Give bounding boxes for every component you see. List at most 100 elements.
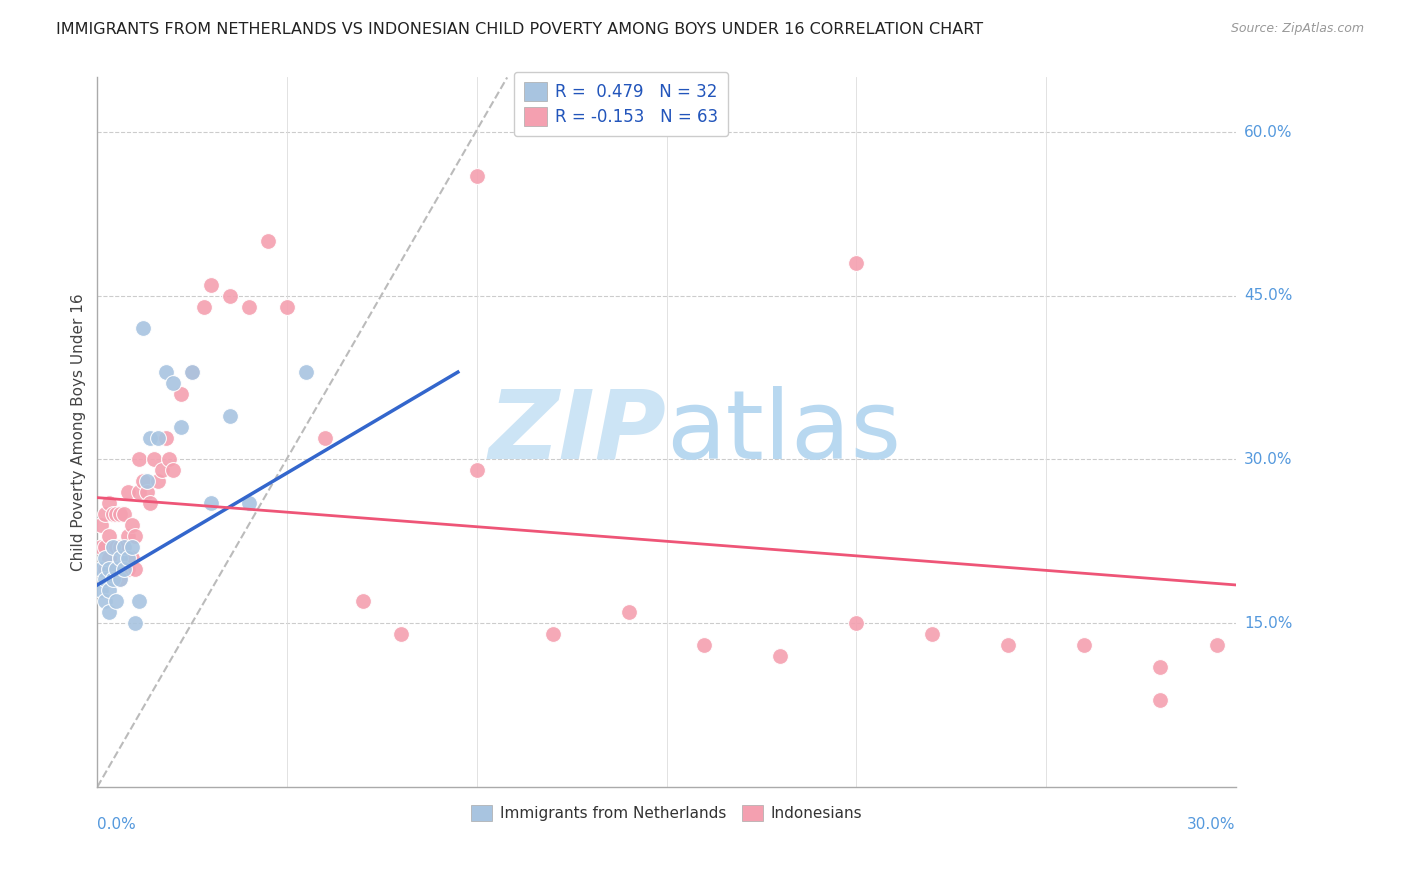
Point <box>845 616 868 631</box>
Point <box>1149 692 1171 706</box>
Point <box>124 616 146 631</box>
Point <box>94 540 117 554</box>
Point <box>112 507 135 521</box>
Point <box>181 365 204 379</box>
Point <box>170 387 193 401</box>
Point <box>845 256 868 270</box>
Point <box>1073 638 1095 652</box>
Point <box>200 496 222 510</box>
Point <box>105 561 128 575</box>
Point <box>121 517 143 532</box>
Point <box>97 496 120 510</box>
Point <box>101 540 124 554</box>
Point <box>112 540 135 554</box>
Text: IMMIGRANTS FROM NETHERLANDS VS INDONESIAN CHILD POVERTY AMONG BOYS UNDER 16 CORR: IMMIGRANTS FROM NETHERLANDS VS INDONESIA… <box>56 22 983 37</box>
Point <box>94 550 117 565</box>
Point <box>124 561 146 575</box>
Point <box>135 475 157 489</box>
Point <box>541 627 564 641</box>
Point <box>94 594 117 608</box>
Point <box>128 485 150 500</box>
Point <box>219 409 242 423</box>
Point <box>132 321 155 335</box>
Point <box>162 376 184 390</box>
Point <box>181 365 204 379</box>
Point <box>135 485 157 500</box>
Point <box>150 463 173 477</box>
Point <box>108 550 131 565</box>
Point <box>108 573 131 587</box>
Point <box>200 277 222 292</box>
Point <box>101 561 124 575</box>
Point <box>105 540 128 554</box>
Point <box>162 463 184 477</box>
Point <box>94 573 117 587</box>
Point <box>105 561 128 575</box>
Point <box>617 605 640 619</box>
Point <box>90 561 112 575</box>
Point <box>117 550 139 565</box>
Point <box>155 365 177 379</box>
Point <box>101 507 124 521</box>
Point <box>105 507 128 521</box>
Point <box>257 234 280 248</box>
Point <box>112 540 135 554</box>
Point <box>97 583 120 598</box>
Point <box>352 594 374 608</box>
Point <box>465 169 488 183</box>
Text: 45.0%: 45.0% <box>1244 288 1292 303</box>
Point <box>101 540 124 554</box>
Point <box>97 605 120 619</box>
Point <box>921 627 943 641</box>
Point <box>121 550 143 565</box>
Point <box>295 365 318 379</box>
Text: ZIP: ZIP <box>489 385 666 479</box>
Point <box>108 507 131 521</box>
Point <box>1205 638 1227 652</box>
Point <box>155 431 177 445</box>
Y-axis label: Child Poverty Among Boys Under 16: Child Poverty Among Boys Under 16 <box>72 293 86 571</box>
Legend: Immigrants from Netherlands, Indonesians: Immigrants from Netherlands, Indonesians <box>463 797 870 829</box>
Point <box>117 485 139 500</box>
Point <box>112 561 135 575</box>
Text: Source: ZipAtlas.com: Source: ZipAtlas.com <box>1230 22 1364 36</box>
Point <box>90 517 112 532</box>
Point <box>97 529 120 543</box>
Point <box>276 300 298 314</box>
Point <box>146 431 169 445</box>
Point <box>117 561 139 575</box>
Point <box>124 529 146 543</box>
Point <box>90 540 112 554</box>
Text: atlas: atlas <box>666 385 901 479</box>
Point <box>105 594 128 608</box>
Point <box>139 431 162 445</box>
Point <box>159 452 181 467</box>
Point <box>1149 660 1171 674</box>
Point <box>108 573 131 587</box>
Point <box>94 507 117 521</box>
Point <box>90 583 112 598</box>
Point <box>143 452 166 467</box>
Point <box>94 561 117 575</box>
Text: 30.0%: 30.0% <box>1187 817 1236 832</box>
Point <box>112 561 135 575</box>
Point <box>97 550 120 565</box>
Text: 15.0%: 15.0% <box>1244 615 1292 631</box>
Point <box>101 573 124 587</box>
Point <box>193 300 215 314</box>
Point <box>146 475 169 489</box>
Point <box>128 452 150 467</box>
Point <box>139 496 162 510</box>
Point <box>465 463 488 477</box>
Point <box>117 529 139 543</box>
Point <box>238 496 260 510</box>
Point <box>238 300 260 314</box>
Point <box>132 475 155 489</box>
Point <box>389 627 412 641</box>
Point <box>693 638 716 652</box>
Point <box>314 431 336 445</box>
Point <box>219 289 242 303</box>
Point <box>128 594 150 608</box>
Text: 0.0%: 0.0% <box>97 817 136 832</box>
Point <box>769 648 792 663</box>
